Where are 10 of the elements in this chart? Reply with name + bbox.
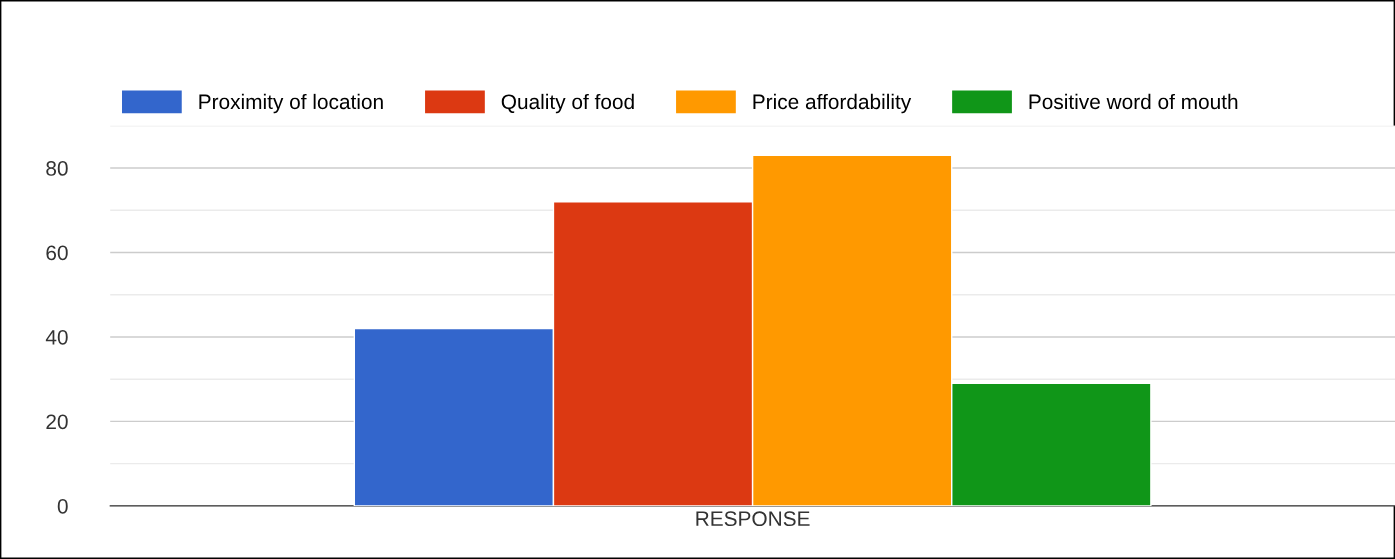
legend-label: Quality of food [501, 93, 634, 114]
y-tick-label: 80 [46, 161, 68, 176]
x-tick-label: RESPONSE [696, 511, 810, 527]
y-tick-label: 20 [46, 414, 68, 430]
legend-label: Positive word of mouth [1029, 93, 1238, 110]
legend-label: Price affordability [753, 93, 912, 114]
y-tick-label: 40 [45, 329, 68, 345]
y-tick-label: 60 [46, 245, 68, 261]
legend-label: Proximity of location [199, 93, 383, 114]
y-tick-label: 0 [57, 498, 68, 514]
